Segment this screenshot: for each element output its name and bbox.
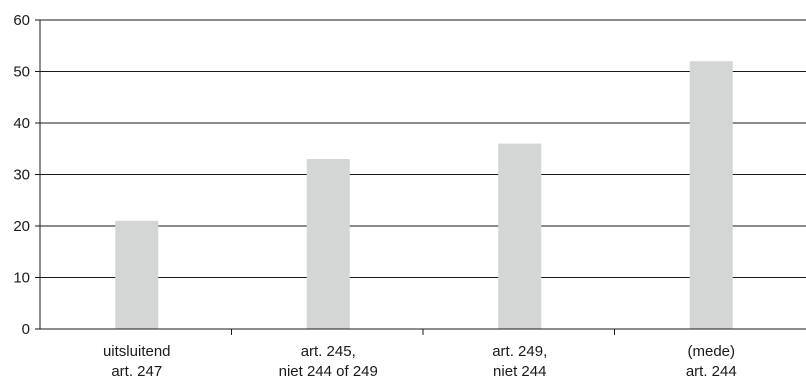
x-axis-ticks: uitsluitend art. 247 art. 245, niet 244 of … — [103, 329, 737, 380]
bar — [306, 159, 350, 329]
x-tick-label-line: niet 244 of 249 — [279, 363, 378, 380]
x-tick-label: art. 249, niet 244 — [492, 343, 547, 380]
y-tick-label: 50 — [13, 64, 30, 81]
y-axis-ticks: 0 10 20 30 40 50 60 — [13, 12, 40, 338]
x-tick-label-line: niet 244 — [493, 363, 546, 380]
y-tick-label: 40 — [13, 115, 30, 132]
x-tick-label-line: art. 245, — [301, 343, 356, 360]
x-tick-label-line: uitsluitend — [103, 343, 171, 360]
y-tick-label: 10 — [13, 270, 30, 287]
y-tick-label: 0 — [22, 321, 30, 338]
x-tick-label-line: art. 249, — [492, 343, 547, 360]
bars — [115, 61, 733, 329]
x-tick-label-line: (mede) — [687, 343, 735, 360]
x-tick-label-line: art. 244 — [686, 363, 737, 380]
y-tick-label: 60 — [13, 12, 30, 29]
bar — [498, 143, 542, 329]
gridlines — [40, 19, 806, 278]
x-tick-label: art. 245, niet 244 of 249 — [279, 343, 378, 380]
bar — [689, 61, 733, 329]
x-tick-label-line: art. 247 — [111, 363, 162, 380]
y-tick-label: 30 — [13, 167, 30, 184]
x-tick-label: (mede) art. 244 — [686, 343, 737, 380]
y-tick-label: 20 — [13, 218, 30, 235]
x-tick-label: uitsluitend art. 247 — [103, 343, 171, 380]
bar — [115, 220, 159, 329]
